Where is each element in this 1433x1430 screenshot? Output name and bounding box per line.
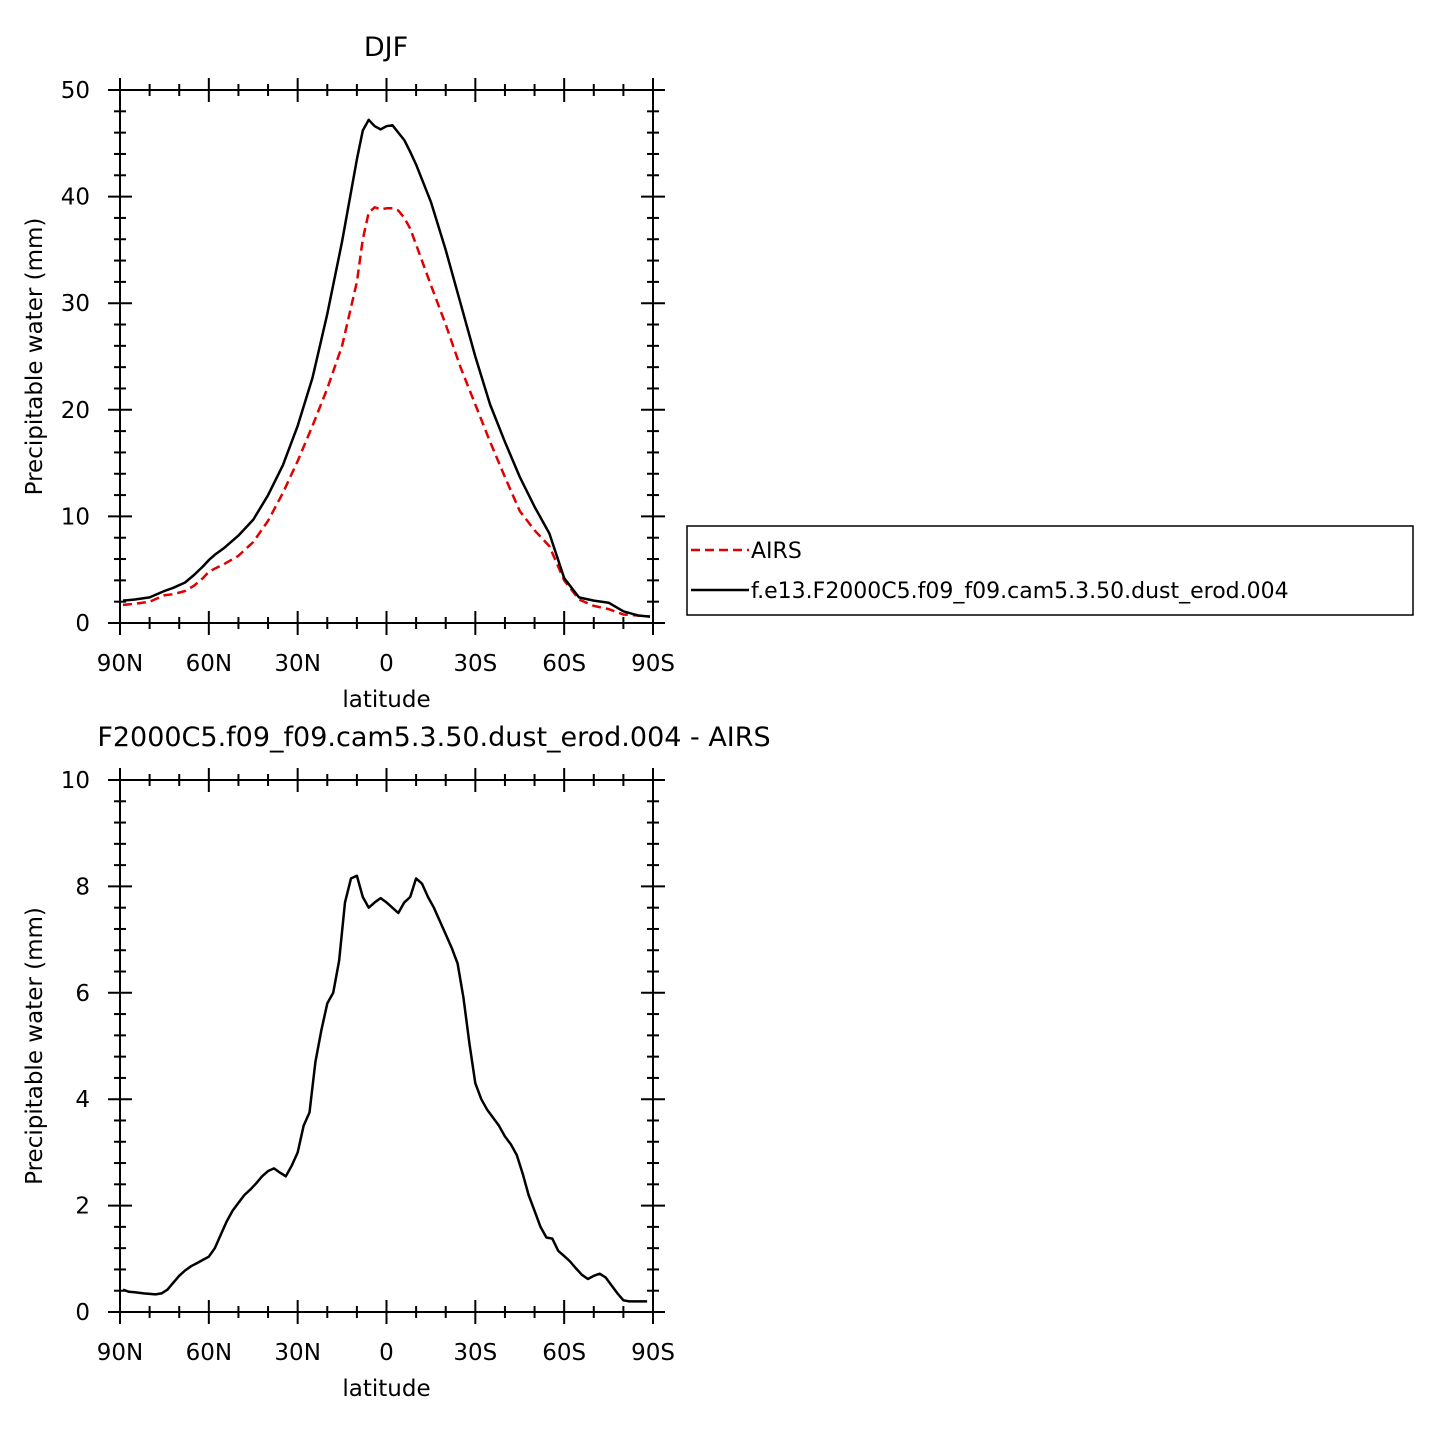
y-tick-label: 10 bbox=[61, 504, 90, 530]
plot-difference: 90N 60N 30N 0 30S 60S 90S 0 2 4 6 8 10 latitude Precip… bbox=[22, 722, 771, 1402]
y-tick-label: 8 bbox=[75, 874, 90, 900]
x-axis-label: latitude bbox=[342, 687, 430, 713]
x-tick-label: 90S bbox=[631, 651, 675, 677]
x-tick-label: 60S bbox=[542, 651, 586, 677]
x-tick-label: 30N bbox=[274, 1340, 320, 1366]
series-line-airs bbox=[122, 206, 651, 618]
plot-frame bbox=[119, 779, 654, 1313]
x-tick-label: 90N bbox=[97, 651, 143, 677]
plot-frame bbox=[119, 89, 654, 624]
x-tick-label: 0 bbox=[379, 651, 394, 677]
x-tick-label: 30S bbox=[453, 651, 497, 677]
y-axis-label: Precipitable water (mm) bbox=[22, 218, 48, 496]
x-tick-label: 60N bbox=[186, 1340, 232, 1366]
legend-label-airs: AIRS bbox=[751, 539, 802, 564]
y-tick-label: 50 bbox=[61, 78, 90, 104]
series-line-difference bbox=[122, 874, 648, 1303]
x-tick-label: 30N bbox=[274, 651, 320, 677]
x-axis-label: latitude bbox=[342, 1376, 430, 1402]
x-tick-label: 30S bbox=[453, 1340, 497, 1366]
y-tick-label: 6 bbox=[75, 981, 90, 1007]
plot-title: DJF bbox=[364, 32, 408, 63]
y-tick-label: 2 bbox=[75, 1194, 90, 1220]
y-tick-label: 0 bbox=[75, 611, 90, 637]
y-tick-label: 20 bbox=[61, 398, 90, 424]
x-tick-label: 60N bbox=[186, 651, 232, 677]
plot-djf: 90N 60N 30N 0 30S 60S 90S 0 10 20 30 40 50 latitude Pr… bbox=[22, 32, 675, 713]
y-tick-label: 10 bbox=[61, 768, 90, 794]
x-tick-label: 90S bbox=[631, 1340, 675, 1366]
legend-label-model: f.e13.F2000C5.f09_f09.cam5.3.50.dust_ero… bbox=[751, 579, 1289, 604]
series-line-model bbox=[122, 118, 651, 618]
legend: AIRS f.e13.F2000C5.f09_f09.cam5.3.50.dust… bbox=[686, 525, 1414, 616]
y-tick-label: 4 bbox=[75, 1087, 90, 1113]
y-axis-label: Precipitable water (mm) bbox=[22, 907, 48, 1185]
legend-box bbox=[686, 525, 1414, 616]
y-tick-label: 30 bbox=[61, 291, 90, 317]
y-tick-label: 40 bbox=[61, 185, 90, 211]
x-tick-label: 60S bbox=[542, 1340, 586, 1366]
plot-title: F2000C5.f09_f09.cam5.3.50.dust_erod.004 … bbox=[97, 722, 770, 753]
y-tick-label: 0 bbox=[75, 1300, 90, 1326]
x-tick-label: 90N bbox=[97, 1340, 143, 1366]
x-tick-label: 0 bbox=[379, 1340, 394, 1366]
